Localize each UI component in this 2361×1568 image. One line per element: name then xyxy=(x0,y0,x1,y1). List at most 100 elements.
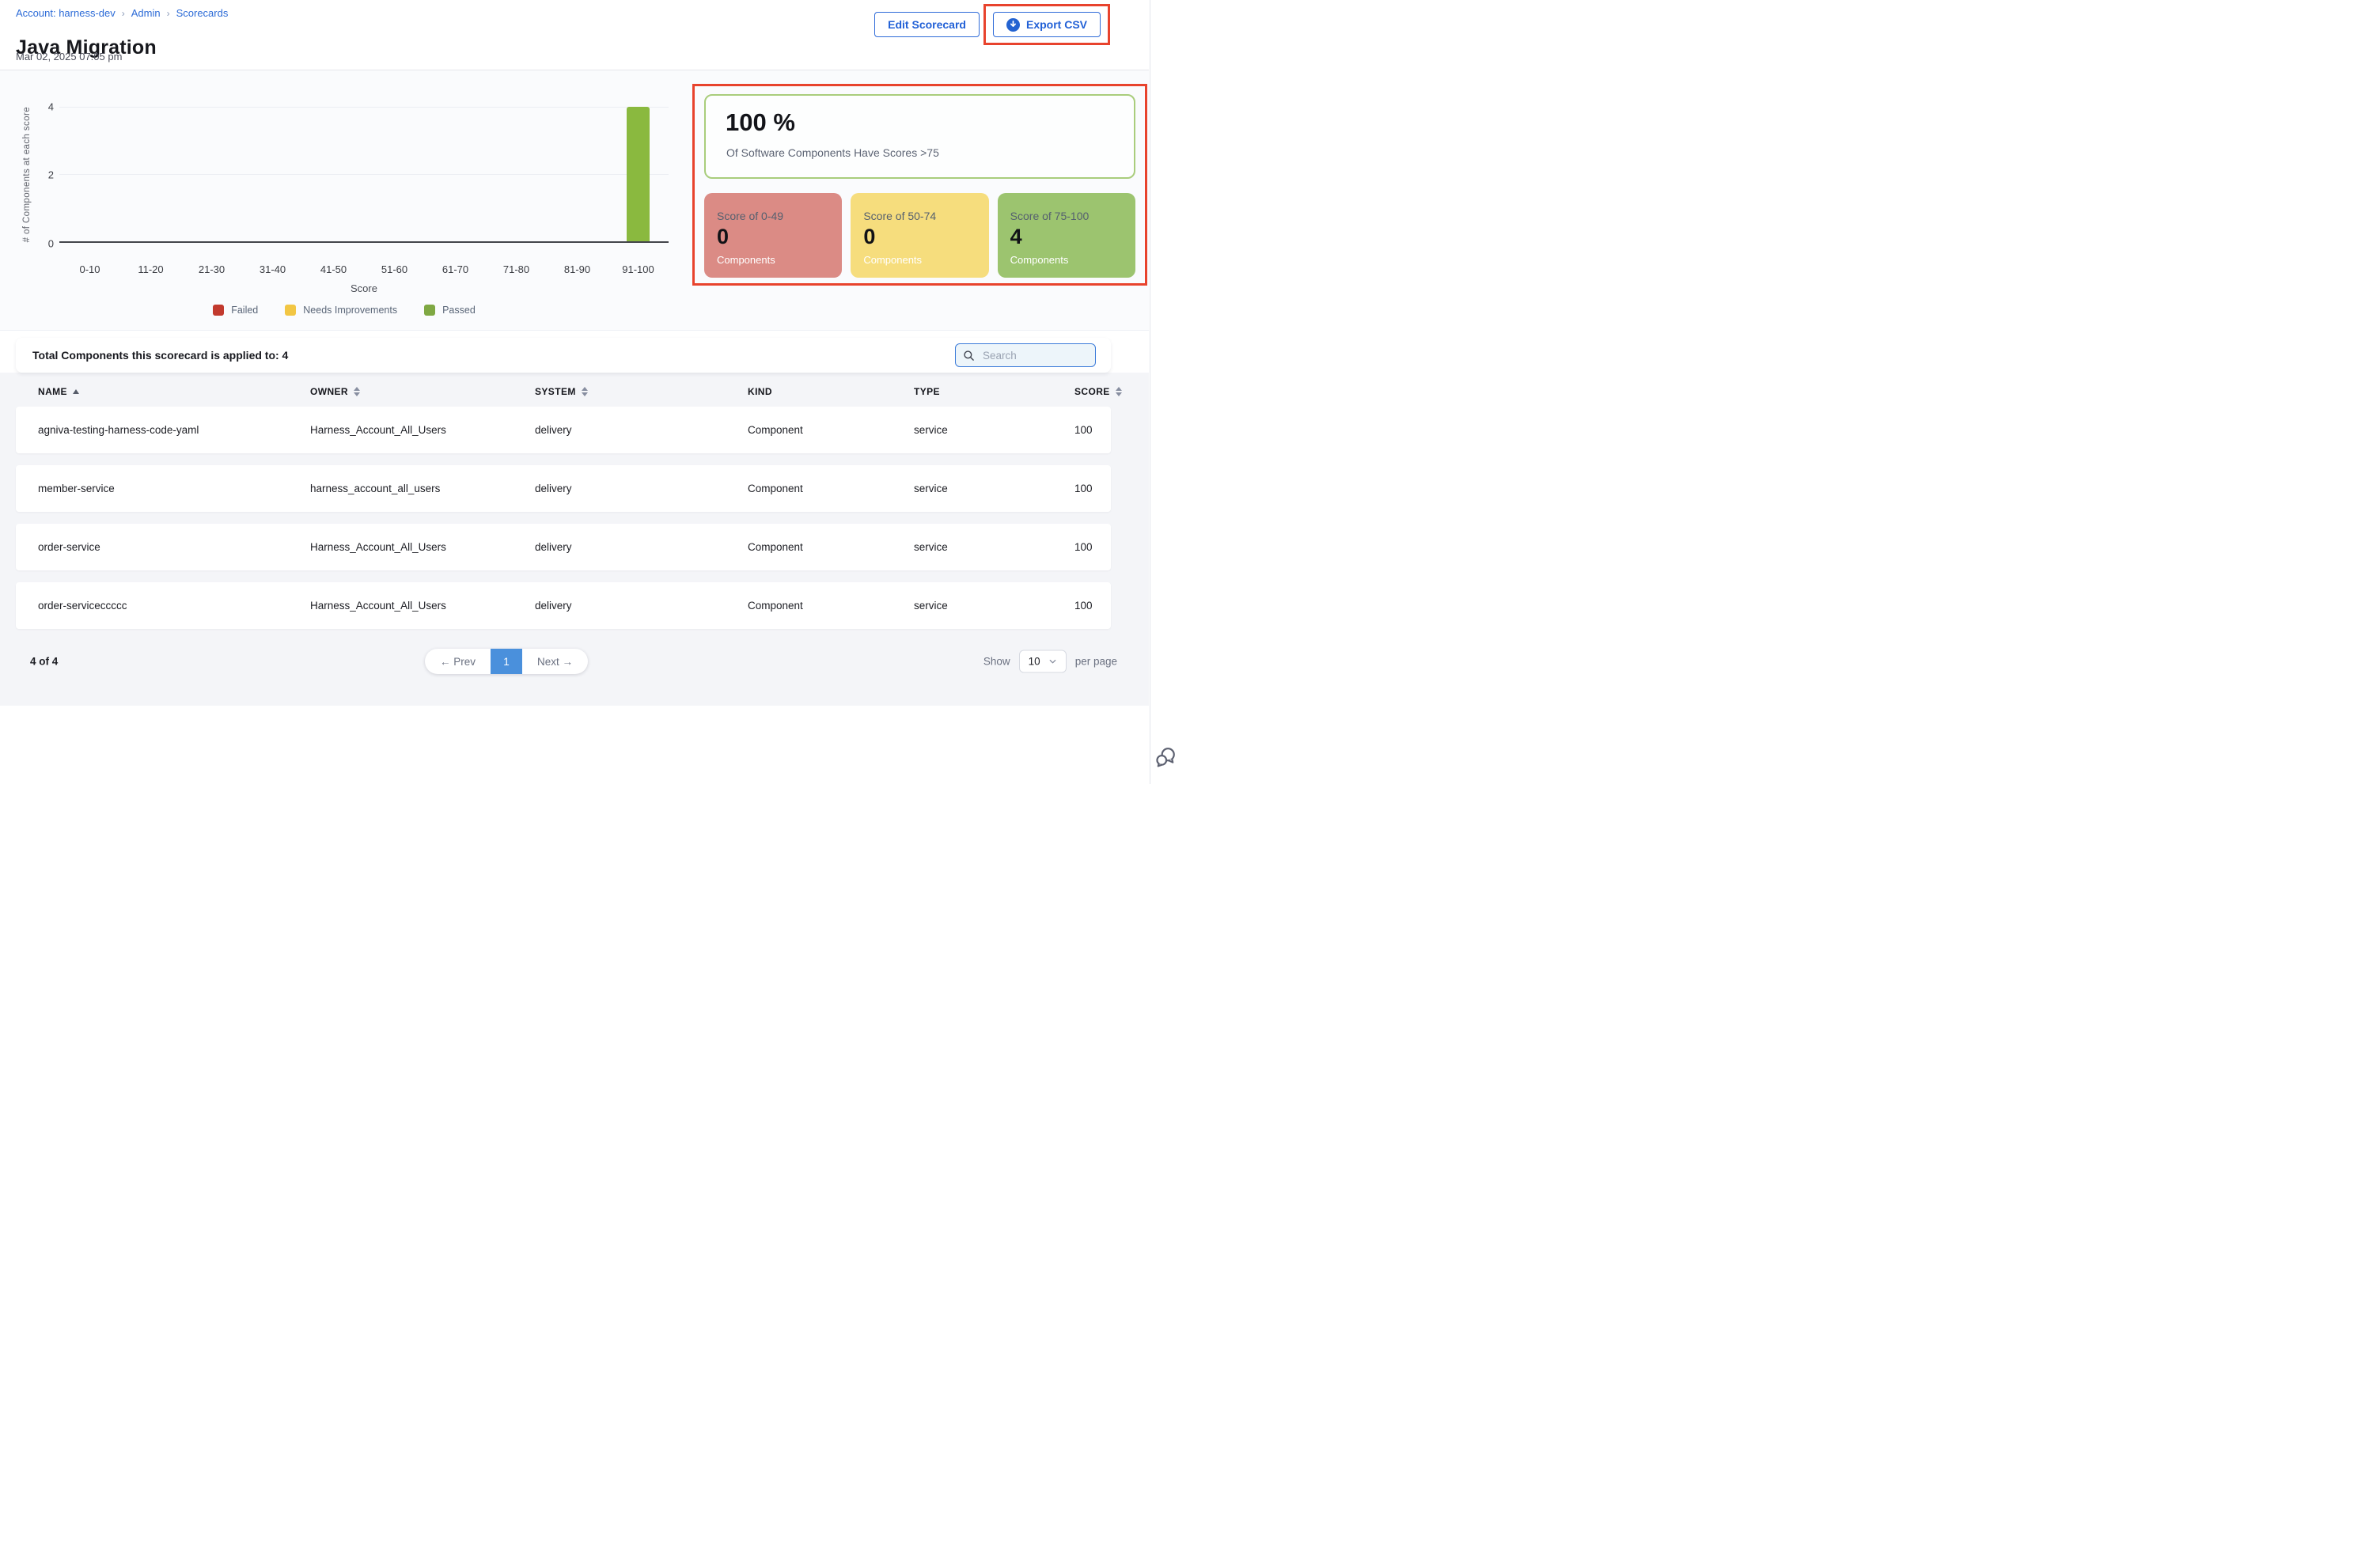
x-axis-title: Score xyxy=(351,282,377,294)
table-body-zone: NAME OWNER SYSTEM xyxy=(0,373,1149,706)
cell-owner: Harness_Account_All_Users xyxy=(310,541,446,553)
cell-kind: Component xyxy=(748,424,803,436)
y-tick-label: 2 xyxy=(47,169,54,181)
score-card-value: 4 xyxy=(1010,225,1022,248)
total-components-label: Total Components this scorecard is appli… xyxy=(32,349,289,362)
header-actions: Edit Scorecard Export CSV xyxy=(874,4,1110,45)
support-chat-button[interactable] xyxy=(1154,746,1177,768)
score-card-title: Score of 50-74 xyxy=(863,210,937,222)
components-table-section: Total Components this scorecard is appli… xyxy=(0,331,1149,706)
legend-swatch xyxy=(285,305,297,316)
export-csv-button[interactable]: Export CSV xyxy=(992,12,1101,37)
cell-owner: Harness_Account_All_Users xyxy=(310,600,446,612)
column-header[interactable]: KIND xyxy=(748,386,914,397)
page-size-value: 10 xyxy=(1028,655,1040,668)
legend-item: Failed xyxy=(213,305,258,316)
chart-legend: Failed Needs Improvements Passed xyxy=(0,305,688,316)
x-axis-label: 81-90 xyxy=(563,263,591,275)
breadcrumb-account-link[interactable]: Account: harness-dev xyxy=(16,7,116,19)
sort-icon xyxy=(354,386,360,397)
chart-category-slot xyxy=(425,107,486,241)
x-axis-label: 11-20 xyxy=(138,263,164,275)
column-header[interactable]: SCORE xyxy=(1074,386,1141,397)
y-tick-label: 4 xyxy=(47,100,54,113)
next-page-button[interactable]: Next → xyxy=(522,649,588,674)
cell-kind: Component xyxy=(748,600,803,612)
breadcrumb-scorecards-link[interactable]: Scorecards xyxy=(176,7,229,19)
legend-item: Passed xyxy=(424,305,476,316)
x-axis-label: 91-100 xyxy=(622,263,654,275)
legend-item: Needs Improvements xyxy=(285,305,397,316)
gridline xyxy=(59,174,669,175)
show-label: Show xyxy=(983,655,1010,668)
cell-owner: harness_account_all_users xyxy=(310,483,441,494)
percent-passing-caption: Of Software Components Have Scores >75 xyxy=(726,146,939,159)
cell-owner: Harness_Account_All_Users xyxy=(310,424,446,436)
current-page-button[interactable]: 1 xyxy=(491,649,523,674)
chart-category-slot xyxy=(608,107,669,241)
cell-type: service xyxy=(914,600,948,612)
score-card: Score of 50-74 0 Components xyxy=(851,193,989,278)
score-card-title: Score of 0-49 xyxy=(717,210,784,222)
cell-score: 100 xyxy=(1074,424,1093,436)
table-row[interactable]: agniva-testing-harness-code-yaml Harness… xyxy=(16,407,1111,453)
table-row[interactable]: member-service harness_account_all_users… xyxy=(16,465,1111,512)
per-page-label: per page xyxy=(1074,655,1117,668)
x-axis-label: 21-30 xyxy=(198,263,225,275)
table-toolbar: Total Components this scorecard is appli… xyxy=(16,338,1111,373)
percent-passing-value: 100 % xyxy=(726,108,795,136)
breadcrumb-admin-link[interactable]: Admin xyxy=(131,7,161,19)
search-icon xyxy=(963,350,975,362)
cell-system: delivery xyxy=(535,424,572,436)
cell-score: 100 xyxy=(1074,541,1093,553)
search-input[interactable] xyxy=(981,348,1088,362)
breadcrumb-separator-icon: › xyxy=(166,7,170,19)
gridline xyxy=(59,107,669,108)
chart-category-slot xyxy=(59,107,120,241)
column-header[interactable]: TYPE xyxy=(914,386,1074,397)
score-card: Score of 0-49 0 Components xyxy=(704,193,843,278)
cell-type: service xyxy=(914,541,948,553)
table-row[interactable]: order-service Harness_Account_All_Users … xyxy=(16,524,1111,570)
percent-passing-card: 100 % Of Software Components Have Scores… xyxy=(704,94,1135,179)
score-card: Score of 75-100 4 Components xyxy=(997,193,1135,278)
chart-category-slot xyxy=(120,107,181,241)
sort-ascending-icon xyxy=(72,389,79,394)
x-axis-label: 71-80 xyxy=(502,263,530,275)
edit-scorecard-label: Edit Scorecard xyxy=(888,18,966,31)
edit-scorecard-button[interactable]: Edit Scorecard xyxy=(874,12,980,37)
page-header: Account: harness-dev › Admin › Scorecard… xyxy=(0,0,1149,70)
x-axis-label: 61-70 xyxy=(442,263,469,275)
y-axis-title: # of Components at each score xyxy=(22,107,32,243)
page-title: Java Migration xyxy=(16,36,157,59)
chevron-down-icon xyxy=(1048,657,1057,666)
x-axis-label: 31-40 xyxy=(259,263,286,275)
score-card-value: 0 xyxy=(863,225,876,248)
score-card-label: Components xyxy=(717,254,775,266)
highlight-annotation-summary: 100 % Of Software Components Have Scores… xyxy=(692,84,1147,286)
chart-bar xyxy=(627,107,650,241)
page-size-select[interactable]: 10 xyxy=(1018,650,1067,673)
column-header[interactable]: NAME xyxy=(38,386,310,397)
cell-type: service xyxy=(914,483,948,494)
cell-system: delivery xyxy=(535,483,572,494)
chart-category-slot xyxy=(486,107,547,241)
prev-page-button[interactable]: ← Prev xyxy=(425,649,491,674)
score-card-title: Score of 75-100 xyxy=(1010,210,1090,222)
cell-type: service xyxy=(914,424,948,436)
column-header[interactable]: SYSTEM xyxy=(535,386,748,397)
column-header[interactable]: OWNER xyxy=(310,386,535,397)
cell-score: 100 xyxy=(1074,600,1093,612)
chart-category-slot xyxy=(242,107,303,241)
cell-name: order-serviceccccc xyxy=(38,600,127,612)
breadcrumb-separator-icon: › xyxy=(121,7,125,19)
x-axis-label: 41-50 xyxy=(320,263,347,275)
score-card-label: Components xyxy=(1010,254,1069,266)
chat-bubbles-icon xyxy=(1154,746,1177,768)
table-row[interactable]: order-serviceccccc Harness_Account_All_U… xyxy=(16,582,1111,629)
cell-kind: Component xyxy=(748,483,803,494)
pagination-count: 4 of 4 xyxy=(30,655,59,668)
cell-system: delivery xyxy=(535,600,572,612)
legend-swatch xyxy=(424,305,436,316)
scorecard-page: Account: harness-dev › Admin › Scorecard… xyxy=(0,0,1180,784)
